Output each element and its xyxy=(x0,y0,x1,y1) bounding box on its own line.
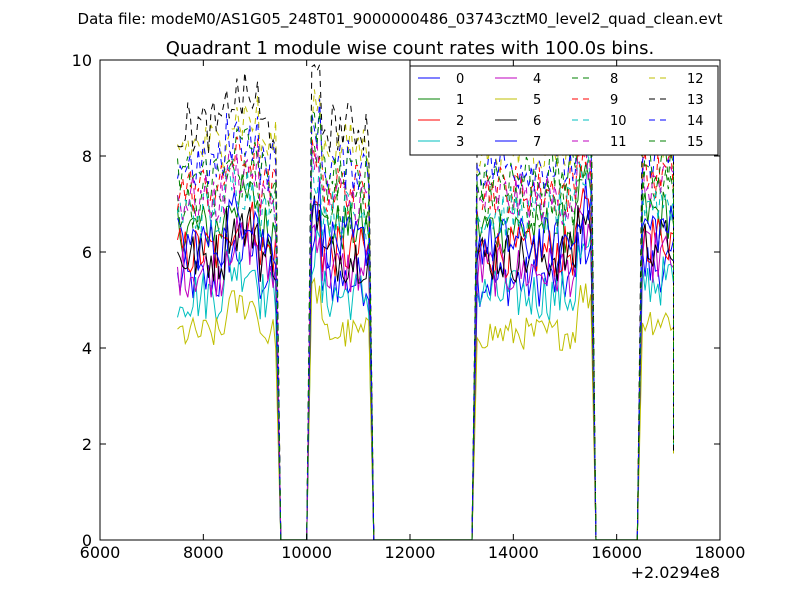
series-line-9 xyxy=(177,130,674,540)
y-tick-label: 10 xyxy=(72,51,92,70)
x-tick-label: 14000 xyxy=(488,543,539,562)
x-tick-label: 8000 xyxy=(183,543,224,562)
legend-label-8: 8 xyxy=(610,72,618,87)
series-line-15 xyxy=(177,110,674,540)
series-line-6 xyxy=(177,195,674,540)
x-tick-label: 16000 xyxy=(591,543,642,562)
series-line-3 xyxy=(177,229,674,540)
legend-label-7: 7 xyxy=(533,135,541,150)
legend-label-12: 12 xyxy=(687,72,704,87)
legend-label-6: 6 xyxy=(533,114,541,129)
legend-label-0: 0 xyxy=(456,72,464,87)
x-tick-label: 12000 xyxy=(385,543,436,562)
y-tick-label: 8 xyxy=(82,147,92,166)
x-axis-ticks: 6000 8000 10000 12000 14000 16000 18000 xyxy=(80,60,746,562)
x-tick-label: 10000 xyxy=(281,543,332,562)
series-line-11 xyxy=(177,141,674,540)
series-line-1 xyxy=(177,163,674,540)
x-tick-label: 6000 xyxy=(80,543,121,562)
legend-label-2: 2 xyxy=(456,114,464,129)
legend-label-14: 14 xyxy=(687,114,704,129)
legend-label-9: 9 xyxy=(610,93,618,108)
series-line-4 xyxy=(177,205,674,540)
legend-label-5: 5 xyxy=(533,93,541,108)
y-tick-label: 2 xyxy=(82,435,92,454)
legend-label-15: 15 xyxy=(687,135,704,150)
series-line-10 xyxy=(177,151,674,540)
series-line-0 xyxy=(177,216,674,540)
legend-label-3: 3 xyxy=(456,135,464,150)
legend-label-1: 1 xyxy=(456,93,464,108)
legend-box xyxy=(409,65,719,156)
series-line-5 xyxy=(177,276,674,540)
legend-label-11: 11 xyxy=(610,135,627,150)
series-line-7 xyxy=(177,178,674,540)
legend-label-13: 13 xyxy=(687,93,704,108)
data-file-suptitle: Data file: modeM0/AS1G05_248T01_90000004… xyxy=(78,10,723,29)
legend-label-10: 10 xyxy=(610,114,627,129)
legend-label-4: 4 xyxy=(533,72,541,87)
x-tick-label: 18000 xyxy=(695,543,746,562)
y-tick-label: 4 xyxy=(82,339,92,358)
y-tick-label: 6 xyxy=(82,243,92,262)
x-offset-label: +2.0294e8 xyxy=(631,563,720,582)
chart-title: Quadrant 1 module wise count rates with … xyxy=(166,38,655,59)
y-tick-label: 0 xyxy=(82,531,92,550)
